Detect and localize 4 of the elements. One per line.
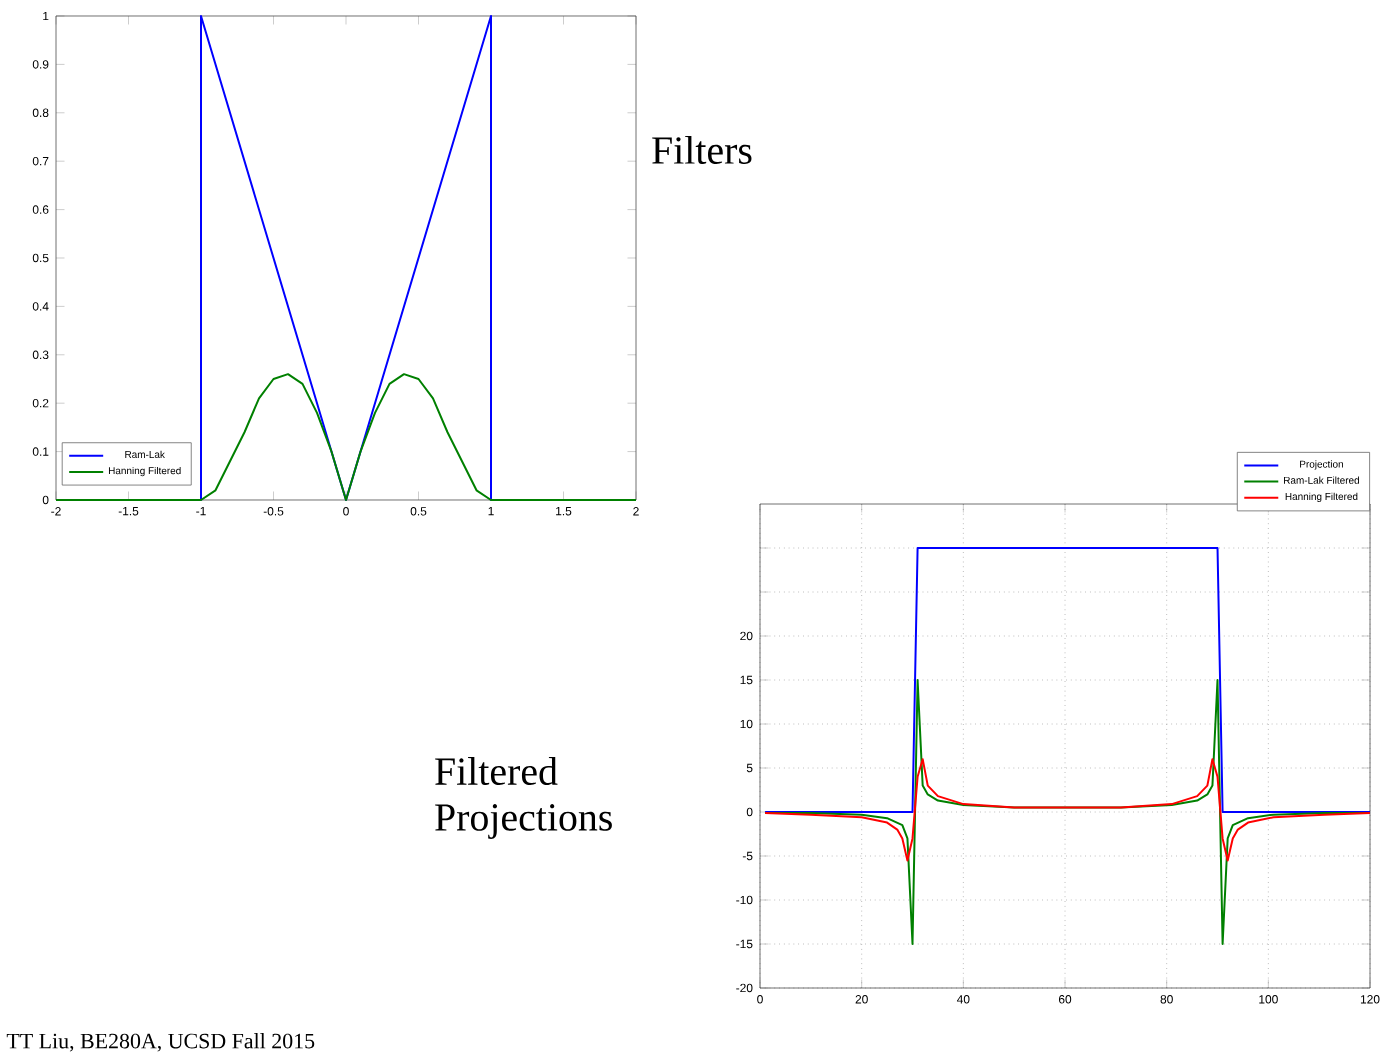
text: TT Liu, BE280A, UCSD Fall 2015 [6,1033,315,1052]
line-series [764,758,1372,862]
text: Filtered Projections [435,757,612,839]
text: Filters [652,135,752,164]
